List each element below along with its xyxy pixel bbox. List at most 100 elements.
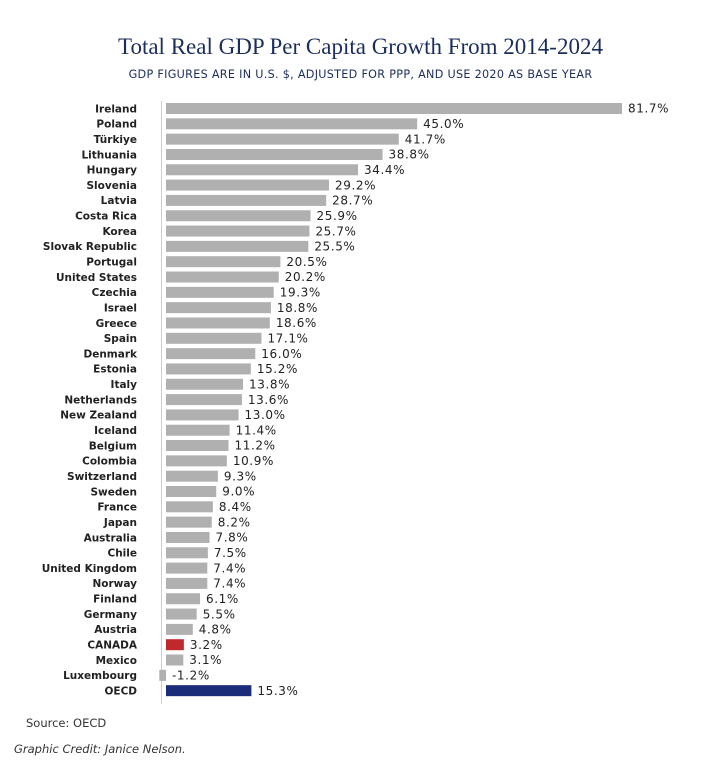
bar-australia — [166, 531, 210, 543]
value-label: 7.5% — [214, 546, 247, 560]
value-label: 25.7% — [315, 224, 356, 238]
category-label: Spain — [104, 333, 137, 345]
bar-poland — [166, 118, 418, 130]
bar-slovak-republic — [166, 240, 309, 252]
value-label: 13.0% — [245, 408, 286, 422]
bar-mexico — [166, 654, 184, 666]
value-label: 3.2% — [190, 638, 223, 652]
value-label: 15.3% — [257, 684, 298, 698]
bar-spain — [166, 332, 262, 344]
value-label: 29.2% — [335, 178, 376, 192]
category-label: Switzerland — [67, 471, 137, 483]
bar-united-states — [166, 271, 279, 283]
value-label: 4.8% — [199, 623, 232, 637]
bar-switzerland — [166, 470, 218, 482]
value-label: 17.1% — [267, 332, 308, 346]
value-label: 18.8% — [277, 301, 318, 315]
bar-latvia — [166, 194, 327, 206]
bar-france — [166, 501, 213, 513]
category-label: Mexico — [96, 655, 137, 667]
category-label: OECD — [104, 685, 137, 697]
category-label: Türkiye — [94, 134, 137, 146]
bar-united-kingdom — [166, 562, 208, 574]
category-label: Norway — [93, 578, 138, 590]
value-label: 19.3% — [280, 286, 321, 300]
value-label: 20.2% — [285, 270, 326, 284]
bar-netherlands — [166, 394, 242, 406]
bar-germany — [166, 608, 197, 620]
category-label: United States — [56, 272, 137, 284]
bar-greece — [166, 317, 270, 329]
bar-hungary — [166, 164, 358, 176]
category-label: Japan — [103, 517, 137, 529]
category-label: Chile — [107, 548, 137, 560]
value-label: 3.1% — [189, 653, 222, 667]
category-label: Korea — [102, 226, 137, 238]
value-label: 20.5% — [286, 255, 327, 269]
value-label: 15.2% — [257, 362, 298, 376]
value-label: 41.7% — [405, 132, 446, 146]
bar-new-zealand — [166, 409, 239, 421]
category-label: Luxembourg — [63, 670, 137, 682]
category-label: Netherlands — [64, 394, 137, 406]
category-label: Italy — [111, 379, 138, 391]
bar-slovenia — [166, 179, 329, 191]
value-label: 6.1% — [206, 592, 239, 606]
bar-t-rkiye — [166, 133, 399, 145]
bar-czechia — [166, 286, 274, 298]
bar-sweden — [166, 486, 217, 497]
category-label: New Zealand — [60, 410, 137, 422]
category-label: Estonia — [93, 364, 137, 376]
category-label: Belgium — [89, 440, 137, 452]
source-note: Source: OECD — [26, 716, 107, 730]
bar-iceland — [166, 424, 230, 436]
value-label: 8.2% — [218, 515, 251, 529]
bar-chile — [166, 547, 208, 559]
bar-portugal — [166, 256, 281, 268]
bar-canada — [166, 639, 184, 651]
value-label: 38.8% — [389, 148, 430, 162]
category-label: CANADA — [87, 640, 137, 652]
bar-luxembourg — [159, 669, 166, 681]
bar-chart: Ireland 81.7% Poland 45.0% Türkiye 41.7% Lithu… — [42, 101, 669, 704]
value-label: 16.0% — [261, 347, 302, 361]
bar-colombia — [166, 455, 227, 467]
value-label: 9.3% — [224, 469, 257, 483]
category-label: Finland — [93, 594, 137, 606]
bar-norway — [166, 577, 208, 589]
value-label: 9.0% — [222, 485, 255, 499]
value-label: 25.9% — [317, 209, 358, 223]
value-label: 25.5% — [314, 240, 355, 254]
chart-title: Total Real GDP Per Capita Growth From 20… — [118, 34, 603, 59]
value-label: 13.6% — [248, 393, 289, 407]
value-label: 7.4% — [213, 577, 246, 591]
category-label: Colombia — [82, 456, 137, 468]
bar-lithuania — [166, 148, 383, 160]
category-label: Greece — [96, 318, 137, 330]
value-label: 18.6% — [276, 316, 317, 330]
bar-estonia — [166, 363, 251, 375]
value-label: 5.5% — [203, 607, 236, 621]
value-label: -1.2% — [172, 669, 210, 683]
bar-costa-rica — [166, 210, 311, 222]
category-label: Ireland — [95, 103, 137, 115]
category-label: Israel — [104, 302, 137, 314]
category-label: Sweden — [91, 486, 138, 498]
category-label: Latvia — [101, 195, 137, 207]
value-label: 10.9% — [233, 454, 274, 468]
category-label: Austria — [94, 624, 137, 636]
category-label: France — [97, 502, 137, 514]
category-label: United Kingdom — [42, 563, 137, 575]
graphic-credit: Graphic Credit: Janice Nelson. — [14, 742, 186, 756]
category-label: Iceland — [94, 425, 137, 437]
category-label: Hungary — [87, 165, 138, 177]
value-label: 13.8% — [249, 377, 290, 391]
category-label: Germany — [84, 609, 137, 621]
bar-italy — [166, 378, 244, 390]
category-label: Slovenia — [86, 180, 137, 192]
value-label: 11.4% — [236, 423, 277, 437]
bar-finland — [166, 593, 201, 605]
value-label: 81.7% — [628, 102, 669, 116]
value-label: 45.0% — [423, 117, 464, 131]
bar-denmark — [166, 348, 256, 360]
